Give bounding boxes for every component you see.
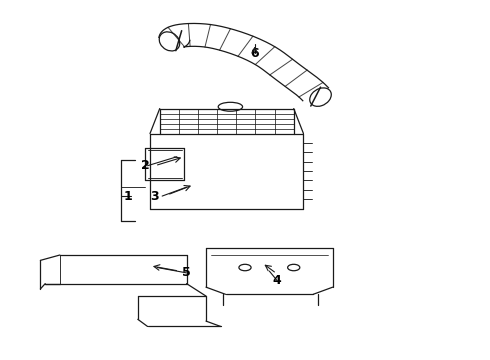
Text: 3: 3 [150, 190, 159, 203]
Text: 4: 4 [272, 274, 281, 287]
Text: 2: 2 [141, 159, 149, 172]
Text: 1: 1 [123, 190, 132, 203]
Text: 6: 6 [250, 47, 259, 60]
Text: 5: 5 [182, 266, 191, 279]
